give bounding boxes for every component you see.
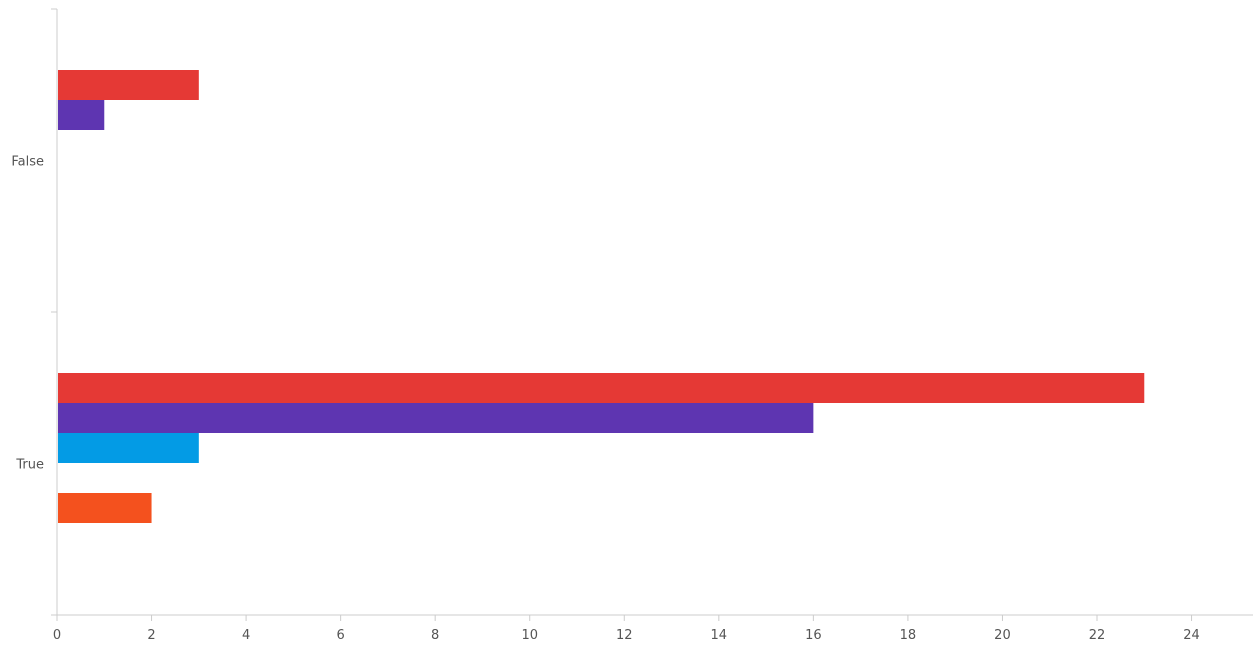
x-tick-label: 6 (336, 628, 344, 643)
x-tick-label: 8 (431, 628, 439, 643)
bar-true-series-5 (58, 493, 152, 523)
x-tick-layer: 0 2 4 6 8 10 12 14 16 18 20 22 24 (53, 615, 1200, 643)
x-tick-label: 4 (242, 628, 250, 643)
x-tick-label: 2 (147, 628, 155, 643)
bar-false-series-1 (58, 70, 199, 100)
x-tick-label: 10 (521, 628, 538, 643)
category-label-true: True (15, 458, 44, 473)
x-tick-label: 24 (1183, 628, 1200, 643)
x-tick-label: 20 (994, 628, 1011, 643)
bar-false-series-2 (58, 100, 105, 130)
bar-true-series-3 (58, 433, 199, 463)
axis-layer (51, 8, 1253, 616)
x-tick-label: 0 (53, 628, 61, 643)
bars-layer (58, 70, 1145, 523)
x-tick-label: 18 (900, 628, 917, 643)
x-tick-label: 12 (616, 628, 633, 643)
bar-true-series-1 (58, 373, 1145, 403)
x-tick-label: 14 (711, 628, 728, 643)
x-tick-label: 16 (805, 628, 822, 643)
category-label-false: False (11, 155, 44, 170)
bar-true-series-2 (58, 403, 814, 433)
category-layer: False True (11, 155, 44, 473)
x-tick-label: 22 (1089, 628, 1106, 643)
